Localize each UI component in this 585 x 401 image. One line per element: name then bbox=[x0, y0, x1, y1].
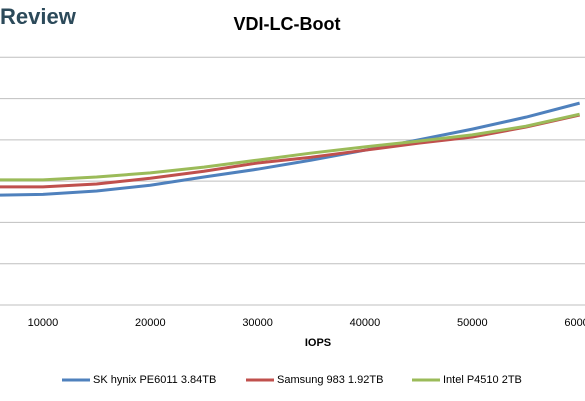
series-line bbox=[0, 112, 580, 182]
chart-title: VDI-LC-Boot bbox=[234, 14, 341, 34]
x-tick-label: 30000 bbox=[242, 317, 273, 329]
legend-label: SK hynix PE6011 3.84TB bbox=[93, 374, 216, 386]
legend-label: Samsung 983 1.92TB bbox=[277, 374, 383, 386]
x-tick-label: 60000 bbox=[564, 317, 585, 329]
x-tick-label: 50000 bbox=[457, 317, 488, 329]
x-tick-label: 40000 bbox=[350, 317, 381, 329]
x-axis-label: IOPS bbox=[305, 337, 331, 349]
watermark: Review bbox=[0, 4, 77, 29]
x-tick-label: 10000 bbox=[28, 317, 59, 329]
series-line bbox=[0, 101, 581, 197]
legend-label: Intel P4510 2TB bbox=[443, 374, 522, 386]
x-tick-label: 20000 bbox=[135, 317, 166, 329]
series-line bbox=[0, 113, 580, 189]
